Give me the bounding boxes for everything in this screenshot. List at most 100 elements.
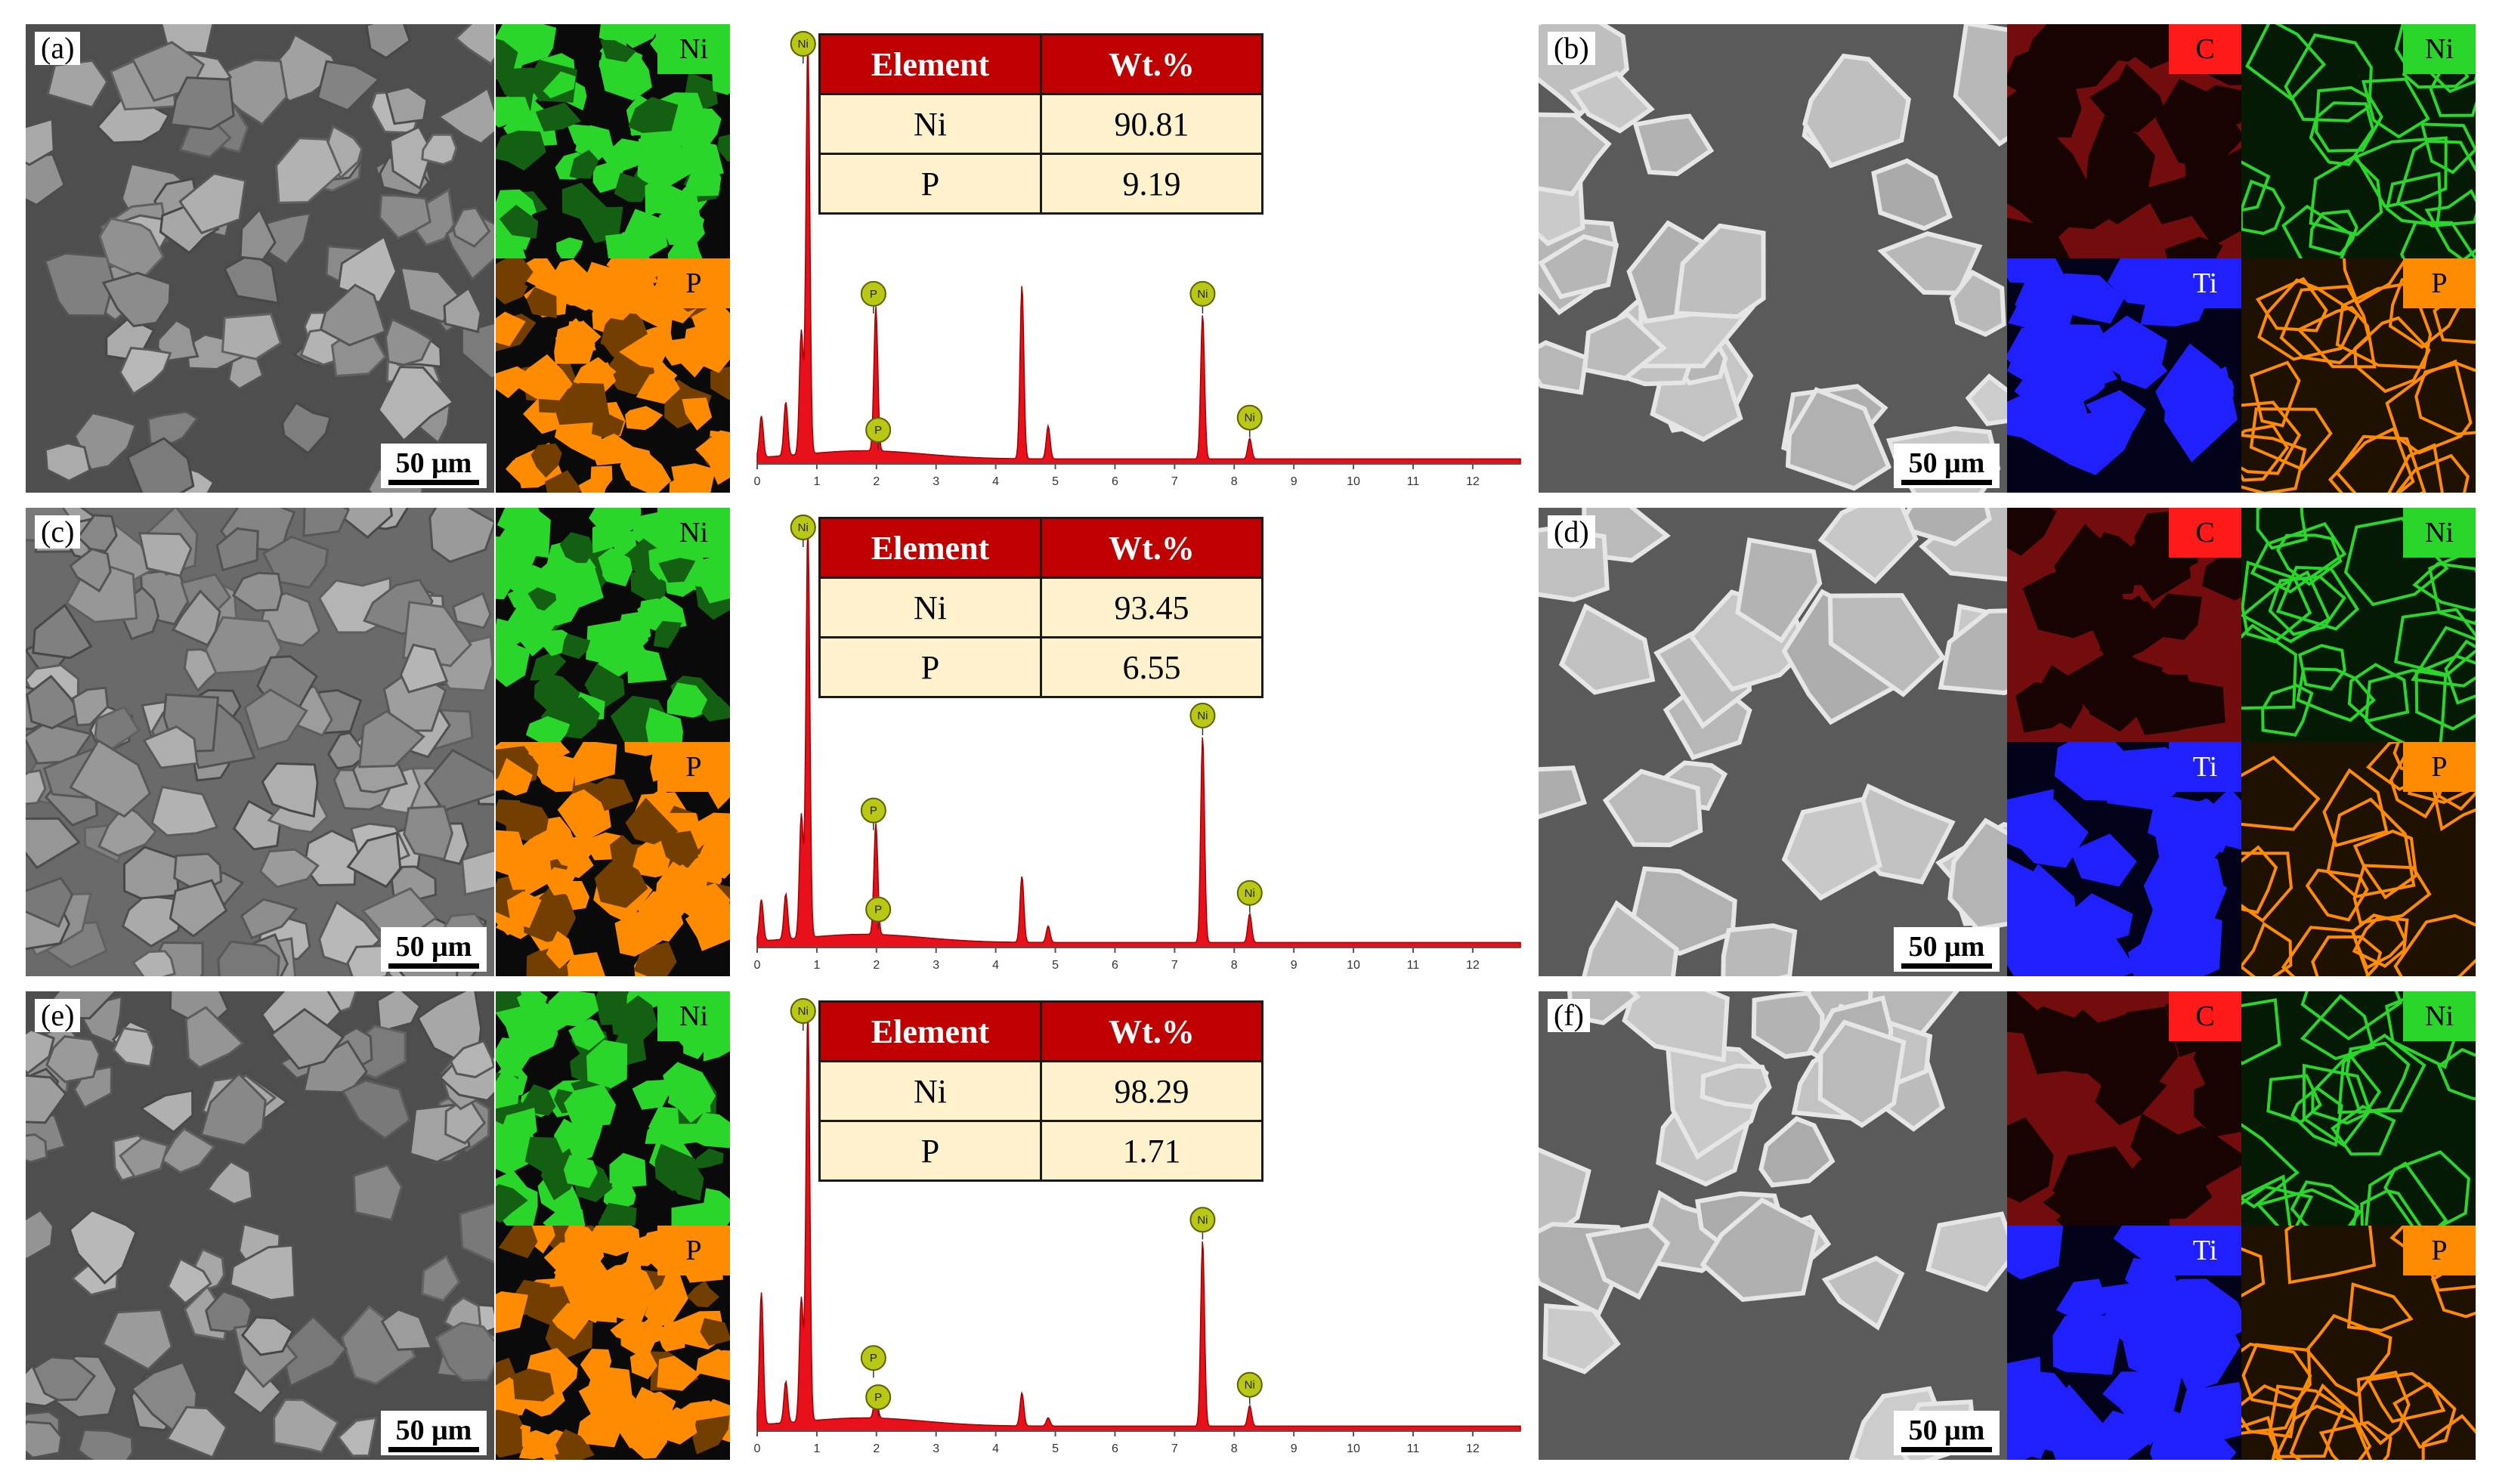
element-map-ni: Ni [2241, 24, 2476, 258]
eds-spectrum-svg: 0123456789101112NiNiPPNiNi [754, 31, 1521, 488]
element-map-p: P [496, 742, 730, 976]
sem-cross-section-image: (b) 50 μm [1539, 24, 2007, 493]
element-tag: P [657, 1226, 730, 1275]
element-map-p: P [496, 1226, 730, 1460]
x-tick-label: 12 [1466, 959, 1480, 972]
scale-bar-label: 50 μm [1908, 931, 1985, 963]
peak-label: P [870, 288, 877, 301]
x-tick-label: 6 [1112, 475, 1118, 488]
element-tag: P [2403, 258, 2476, 308]
micrograph-texture [496, 24, 730, 258]
micrograph-texture [26, 991, 494, 1460]
micrograph-texture [1539, 24, 2007, 493]
table-header-cell: Wt.% [1040, 1000, 1264, 1062]
panel-label: (f) [1548, 999, 1590, 1032]
element-tag: Ni [2403, 24, 2476, 74]
panel-label: (c) [35, 515, 81, 549]
micrograph-texture [2241, 24, 2476, 258]
peak-label: P [870, 1352, 877, 1365]
wt-percent-cell: 93.45 [1040, 577, 1264, 638]
table-row: P 9.19 [818, 153, 1264, 215]
x-tick-label: 0 [754, 959, 761, 972]
peak-marker: Ni [790, 31, 816, 63]
scale-bar-label: 50 μm [395, 1414, 472, 1446]
peak-label: P [874, 904, 882, 917]
scale-bar-label: 50 μm [1908, 1414, 1985, 1446]
element-cell: Ni [818, 577, 1042, 638]
x-tick-label: 9 [1291, 1442, 1298, 1455]
spectrum-curve [756, 527, 1521, 948]
element-cell: P [818, 1120, 1042, 1182]
peak-marker: Ni [1189, 280, 1216, 314]
peak-marker: Ni [1189, 703, 1216, 735]
element-map-ni: Ni [2241, 991, 2476, 1226]
table-header-cell: Wt.% [1040, 517, 1264, 579]
x-tick-label: 1 [813, 959, 820, 972]
peak-marker: P [865, 417, 892, 450]
sem-powder-image: (e) 50 μm [26, 991, 494, 1460]
x-tick-label: 7 [1171, 475, 1178, 488]
peak-marker: Ni [1236, 404, 1263, 437]
x-tick-label: 10 [1347, 1442, 1360, 1455]
eds-spectrum: 0123456789101112NiNiPPNiNi [742, 512, 1528, 975]
peak-label: Ni [1197, 288, 1208, 301]
scale-bar: 50 μm [381, 1411, 487, 1455]
scale-bar: 50 μm [1894, 444, 2000, 488]
x-tick-label: 11 [1407, 475, 1420, 488]
element-tag: Ni [2403, 508, 2476, 558]
scale-bar: 50 μm [1894, 1411, 2000, 1455]
x-tick-label: 4 [992, 959, 999, 972]
scale-bar: 50 μm [381, 444, 487, 488]
scale-bar-line [1901, 1447, 1992, 1452]
peak-label: P [874, 424, 882, 437]
table-header-cell: Element [818, 33, 1042, 95]
wt-percent-cell: 6.55 [1040, 636, 1264, 698]
element-tag: Ni [657, 991, 730, 1041]
peak-marker: P [860, 1345, 886, 1378]
peak-marker: Ni [790, 515, 816, 547]
eds-spectrum: 0123456789101112NiNiPPNiNi [742, 996, 1528, 1458]
x-tick-label: 12 [1466, 1442, 1480, 1455]
element-tag: P [657, 742, 730, 792]
peak-label: Ni [798, 1005, 809, 1018]
element-map-ni: Ni [496, 24, 730, 258]
element-map-c: C [2007, 24, 2241, 258]
table-row: Ni 98.29 [818, 1060, 1264, 1122]
element-tag: P [2403, 742, 2476, 792]
scale-bar-label: 50 μm [395, 447, 472, 479]
element-map-p: P [2241, 1226, 2476, 1460]
scale-bar-line [388, 963, 479, 969]
wt-percent-cell: 9.19 [1040, 153, 1264, 215]
scale-bar: 50 μm [381, 927, 487, 972]
panel-label: (d) [1548, 515, 1595, 549]
peak-label: Ni [798, 521, 809, 534]
element-map-ti: Ti [2007, 742, 2241, 976]
element-cell: P [818, 153, 1042, 215]
element-tag: C [2169, 991, 2241, 1041]
micrograph-texture [26, 24, 494, 493]
x-tick-label: 11 [1407, 959, 1420, 972]
element-tag: P [657, 258, 730, 308]
element-map-c: C [2007, 508, 2241, 742]
x-tick-label: 2 [873, 475, 880, 488]
x-tick-label: 2 [873, 959, 880, 972]
micrograph-texture [1539, 991, 2007, 1460]
x-tick-label: 3 [933, 959, 939, 972]
x-tick-label: 9 [1291, 959, 1298, 972]
eds-spectrum-svg: 0123456789101112NiNiPPNiNi [754, 998, 1521, 1455]
peak-marker: Ni [1189, 1207, 1216, 1240]
eds-spectrum-svg: 0123456789101112NiNiPPNiNi [754, 515, 1521, 972]
micrograph-texture [2241, 991, 2476, 1226]
peak-label: Ni [1245, 412, 1255, 425]
micrograph-texture [2007, 742, 2241, 976]
x-tick-label: 3 [933, 1442, 939, 1455]
element-map-p: P [2241, 258, 2476, 493]
peak-label: Ni [798, 38, 809, 51]
x-tick-label: 6 [1112, 1442, 1118, 1455]
x-tick-label: 12 [1466, 475, 1480, 488]
scale-bar: 50 μm [1894, 927, 2000, 972]
table-header-row: Element Wt.% [818, 1000, 1264, 1062]
sem-powder-image: (c) 50 μm [26, 508, 494, 976]
x-tick-label: 7 [1171, 959, 1178, 972]
table-row: P 6.55 [818, 636, 1264, 698]
